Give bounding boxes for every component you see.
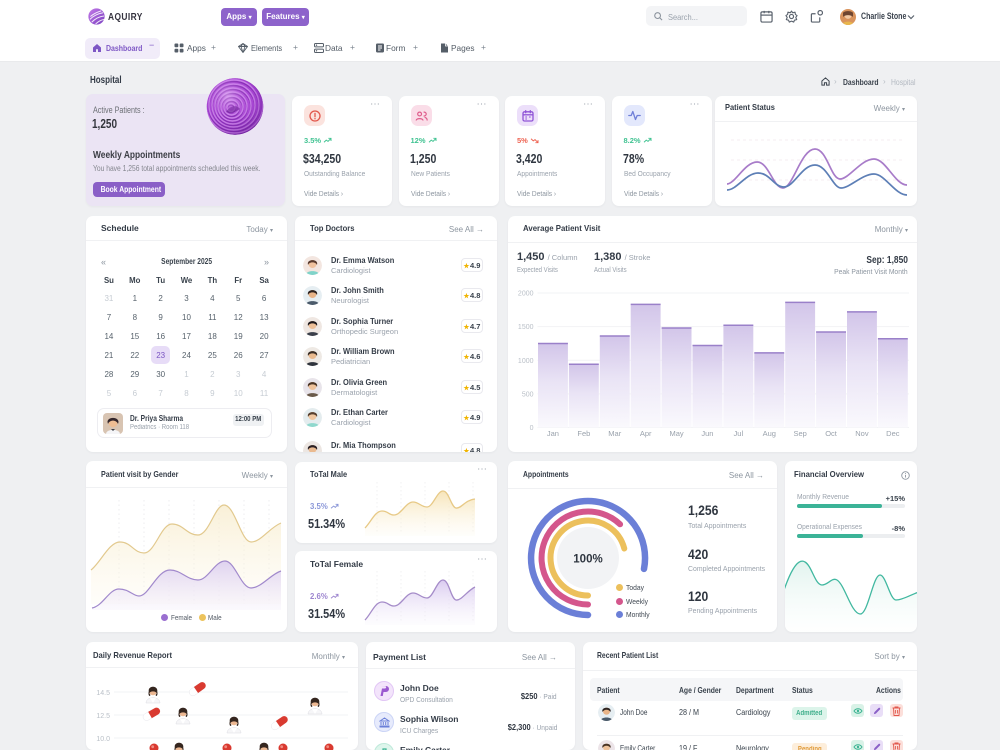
svg-text:12.5: 12.5 xyxy=(96,713,110,720)
svg-text:Aug: Aug xyxy=(763,429,776,438)
svg-text:Feb: Feb xyxy=(577,429,590,438)
svg-text:Apr: Apr xyxy=(640,429,652,438)
svg-text:Dec: Dec xyxy=(886,429,900,438)
svg-text:100%: 100% xyxy=(573,554,602,566)
svg-text:Jan: Jan xyxy=(547,429,559,438)
svg-text:10.0: 10.0 xyxy=(96,736,110,743)
svg-text:Sep: Sep xyxy=(793,429,806,438)
svg-text:Oct: Oct xyxy=(825,429,838,438)
svg-text:Jul: Jul xyxy=(734,429,744,438)
svg-text:Mar: Mar xyxy=(608,429,621,438)
svg-text:May: May xyxy=(669,429,683,438)
svg-text:1000: 1000 xyxy=(518,358,534,365)
svg-text:500: 500 xyxy=(522,391,534,398)
svg-text:2000: 2000 xyxy=(518,291,534,298)
svg-text:1500: 1500 xyxy=(518,324,534,331)
svg-text:0: 0 xyxy=(530,425,534,432)
svg-text:14.5: 14.5 xyxy=(96,690,110,697)
svg-text:Nov: Nov xyxy=(855,429,869,438)
svg-text:Jun: Jun xyxy=(701,429,713,438)
